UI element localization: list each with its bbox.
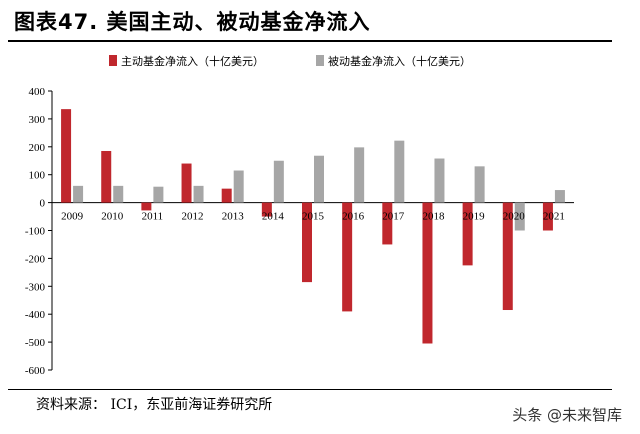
footer-rule — [8, 389, 612, 390]
bar-passive-2020 — [514, 202, 525, 231]
y-axis: 400 300 200 100 0 -100 -200 -300 -400 -500 -600 — [25, 86, 574, 377]
y-tick-label: 300 — [29, 114, 46, 126]
bar-passive-2014 — [273, 160, 284, 203]
source-note: 资料来源： ICI，东亚前海证券研究所 — [36, 397, 273, 413]
y-tick-label: 200 — [29, 142, 46, 154]
bars — [61, 109, 565, 344]
x-tick-label: 2019 — [463, 211, 486, 223]
bar-passive-2018 — [434, 158, 445, 203]
y-tick-label: 100 — [29, 170, 46, 182]
y-tick-label: -500 — [25, 337, 46, 349]
bar-active-2015 — [302, 202, 312, 283]
bar-passive-2021 — [554, 190, 565, 203]
bar-passive-2012 — [193, 185, 204, 203]
y-tick-label: -600 — [25, 365, 46, 377]
bar-active-2016 — [342, 202, 353, 312]
bar-active-2011 — [141, 202, 152, 211]
bar-active-2019 — [462, 202, 473, 266]
x-tick-label: 2014 — [262, 211, 285, 223]
x-tick-label: 2012 — [182, 211, 204, 223]
bar-passive-2017 — [394, 140, 405, 203]
y-tick-label: -100 — [25, 226, 46, 238]
bar-active-2014 — [261, 202, 272, 217]
bar-passive-2016 — [354, 147, 365, 203]
chart-title: 图表47. 美国主动、被动基金净流入 — [14, 10, 371, 34]
y-tick-label: 400 — [29, 86, 46, 98]
chart-legend: 主动基金净流入（十亿美元） 被动基金净流入（十亿美元） — [109, 54, 471, 68]
x-tick-label: 2020 — [503, 211, 526, 223]
x-tick-label: 2011 — [142, 211, 164, 223]
bar-active-2021 — [542, 202, 553, 231]
bar-passive-2010 — [113, 185, 124, 203]
bar-active-2018 — [422, 202, 433, 344]
bar-passive-2011 — [153, 186, 164, 203]
x-tick-label: 2009 — [61, 211, 84, 223]
watermark: 头条 @未来智库 — [512, 406, 622, 424]
bar-passive-2009 — [73, 185, 84, 203]
bar-active-2012 — [181, 163, 192, 203]
x-tick-label: 2018 — [422, 211, 445, 223]
bar-active-2020 — [502, 202, 513, 311]
y-tick-label: -200 — [25, 253, 46, 265]
legend-label-passive: 被动基金净流入（十亿美元） — [328, 54, 471, 68]
y-tick-label: 0 — [40, 198, 46, 210]
x-tick-label: 2010 — [101, 211, 124, 223]
x-tick-label: 2015 — [302, 211, 325, 223]
bar-active-2009 — [61, 109, 72, 203]
bar-passive-2013 — [233, 170, 244, 203]
x-tick-label: 2016 — [342, 211, 365, 223]
x-tick-label: 2021 — [543, 211, 565, 223]
title-rule — [8, 40, 612, 42]
legend-swatch-passive — [316, 55, 324, 66]
y-tick-label: -300 — [25, 281, 46, 293]
bar-active-2017 — [382, 202, 393, 245]
legend-label-active: 主动基金净流入（十亿美元） — [121, 54, 264, 68]
y-tick-label: -400 — [25, 309, 46, 321]
bar-active-2010 — [101, 150, 112, 203]
x-tick-label: 2017 — [382, 211, 405, 223]
x-axis-labels: 2009 2010 2011 2012 2013 2014 2015 2016 2017 2018… — [61, 211, 565, 223]
x-tick-label: 2013 — [222, 211, 245, 223]
bar-passive-2019 — [474, 166, 485, 203]
bar-active-2013 — [221, 188, 232, 203]
legend-swatch-active — [109, 55, 117, 66]
bar-passive-2015 — [314, 155, 324, 203]
